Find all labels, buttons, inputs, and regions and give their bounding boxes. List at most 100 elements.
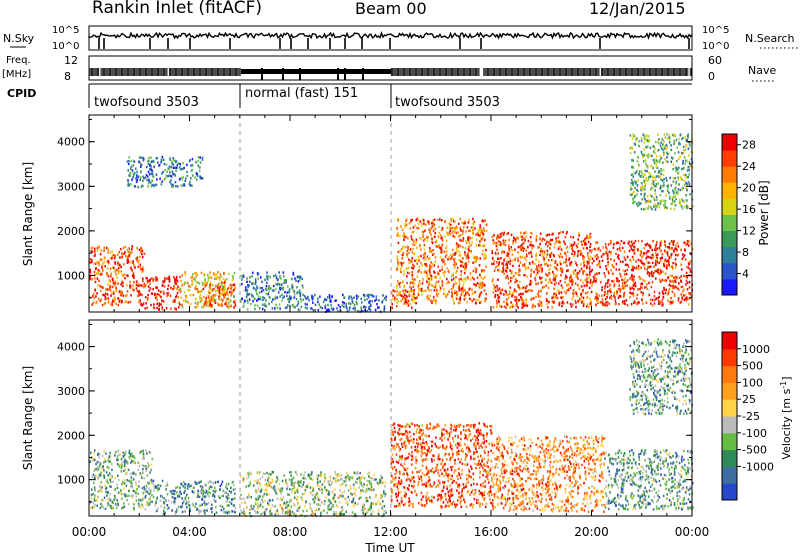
power-echo-cell: [437, 292, 440, 295]
power-echo-cell: [180, 184, 183, 187]
power-echo-cell: [494, 251, 497, 255]
power-echo-cell: [147, 162, 150, 166]
power-echo-cell: [509, 290, 511, 293]
power-echo-cell: [640, 193, 642, 196]
power-echo-cell: [144, 307, 147, 310]
power-echo-cell: [511, 249, 513, 252]
power-echo-cell: [126, 290, 129, 293]
power-echo-cell: [108, 288, 111, 291]
power-echo-cell: [535, 273, 537, 277]
power-echo-cell: [643, 148, 645, 151]
power-echo-cell: [582, 296, 585, 300]
power-echo-cell: [519, 235, 522, 238]
power-echo-cell: [653, 265, 655, 268]
power-echo-cell: [234, 304, 237, 307]
power-echo-cell: [569, 286, 572, 289]
power-echo-cell: [120, 270, 122, 273]
velocity-echo-cell: [96, 504, 98, 507]
power-echo-cell: [684, 162, 687, 165]
velocity-echo-cell: [138, 485, 140, 488]
power-echo-cell: [650, 285, 653, 289]
velocity-echo-cell: [141, 487, 144, 490]
power-echo-cell: [526, 304, 529, 307]
power-echo-cell: [620, 239, 623, 243]
power-echo-cell: [473, 283, 475, 286]
power-echo-cell: [605, 250, 607, 253]
power-echo-cell: [503, 250, 506, 254]
power-echo-cell: [257, 298, 259, 301]
power-echo-cell: [109, 289, 112, 292]
power-echo-cell: [668, 263, 670, 267]
velocity-echo-cell: [187, 501, 189, 504]
power-echo-cell: [151, 174, 154, 178]
power-echo-cell: [574, 260, 577, 263]
power-echo-cell: [294, 306, 296, 309]
velocity-echo-cell: [144, 489, 146, 493]
power-echo-cell: [447, 280, 450, 284]
power-echo-cell: [263, 297, 266, 300]
velocity-echo-cell: [157, 483, 160, 487]
power-echo-cell: [502, 293, 505, 296]
power-echo-cell: [317, 308, 320, 312]
power-echo-cell: [480, 270, 483, 274]
power-echo-cell: [377, 306, 379, 309]
power-echo-cell: [651, 208, 653, 211]
velocity-echo-cell: [162, 512, 165, 515]
power-echo-cell: [644, 197, 646, 201]
power-echo-cell: [630, 247, 633, 251]
power-echo-cell: [150, 292, 153, 295]
power-echo-cell: [130, 183, 132, 186]
velocity-echo-cell: [121, 506, 123, 510]
power-echo-cell: [541, 239, 543, 242]
power-echo-cell: [525, 304, 527, 307]
power-echo-cell: [674, 285, 676, 288]
power-echo-cell: [163, 279, 166, 282]
power-echo-cell: [218, 298, 220, 301]
power-echo-cell: [572, 249, 574, 252]
power-echo-cell: [93, 270, 96, 274]
power-echo-cell: [663, 199, 665, 202]
power-echo-cell: [673, 195, 675, 199]
power-echo-cell: [688, 280, 691, 284]
power-echo-cell: [247, 284, 249, 287]
power-echo-cell: [496, 248, 498, 251]
power-echo-cell: [648, 171, 650, 175]
power-echo-cell: [629, 151, 632, 155]
power-echo-cell: [572, 280, 574, 283]
power-echo-cell: [637, 155, 639, 159]
power-echo-cell: [197, 281, 199, 284]
velocity-echo-cell: [122, 480, 124, 484]
power-echo-cell: [254, 304, 256, 307]
power-echo-cell: [246, 292, 248, 296]
power-echo-cell: [464, 247, 467, 250]
velocity-echo-cell: [120, 482, 123, 486]
power-echo-cell: [430, 275, 433, 278]
power-echo-cell: [259, 296, 262, 299]
power-echo-cell: [493, 241, 496, 244]
power-echo-cell: [99, 299, 102, 302]
power-echo-cell: [674, 266, 677, 269]
power-echo-cell: [404, 300, 406, 303]
power-echo-cell: [129, 300, 132, 304]
power-echo-cell: [114, 280, 117, 284]
power-echo-cell: [496, 286, 499, 290]
power-echo-cell: [596, 299, 598, 302]
power-echo-cell: [651, 304, 654, 307]
power-echo-cell: [385, 295, 387, 298]
power-echo-cell: [129, 286, 132, 289]
power-echo-cell: [397, 250, 400, 254]
power-echo-cell: [656, 261, 659, 264]
power-echo-cell: [397, 280, 399, 283]
velocity-echo-cell: [135, 483, 138, 487]
power-echo-cell: [473, 291, 475, 294]
power-echo-cell: [596, 297, 599, 300]
velocity-echo-cell: [145, 484, 148, 487]
power-echo-cell: [460, 288, 462, 291]
power-echo-cell: [681, 137, 683, 141]
power-echo-cell: [651, 195, 653, 198]
power-echo-cell: [427, 220, 429, 223]
power-echo-cell: [545, 243, 547, 246]
power-echo-cell: [657, 302, 660, 305]
power-echo-cell: [659, 186, 662, 190]
power-echo-cell: [415, 246, 418, 250]
